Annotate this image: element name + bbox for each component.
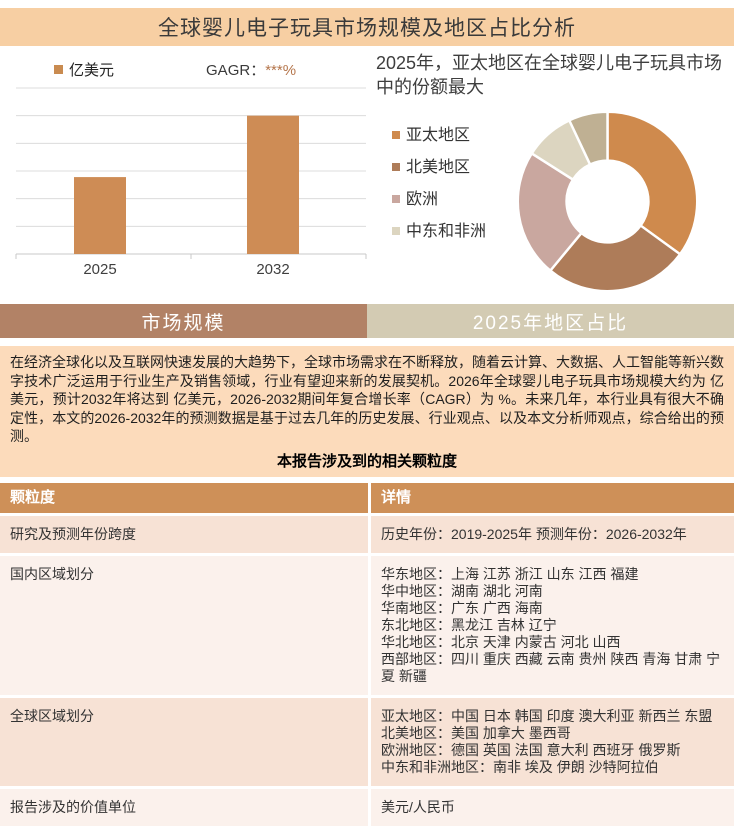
detail-line: 亚太地区：中国 日本 韩国 印度 澳大利亚 新西兰 东盟 — [381, 707, 713, 724]
bar-2025 — [74, 177, 126, 254]
legend-swatch-icon — [392, 194, 400, 203]
donut-legend-item: 北美地区 — [392, 158, 510, 177]
detail-line: 中东和非洲地区：南非 埃及 伊朗 沙特阿拉伯 — [381, 758, 659, 775]
detail-line: 西部地区：四川 重庆 西藏 云南 贵州 陕西 青海 甘肃 宁夏 新疆 — [381, 650, 721, 684]
donut-chart-title: 2025年，亚太地区在全球婴儿电子玩具市场中的份额最大 — [376, 53, 723, 97]
table-row-label: 研究及预测年份跨度 — [0, 515, 368, 553]
table-row-label: 报告涉及的价值单位 — [0, 788, 368, 826]
tab-market-size[interactable]: 市场规模 — [0, 304, 367, 338]
market-size-bar-chart-panel: 亿美元 GAGR：***% 2025 2032 — [0, 50, 372, 300]
donut-slice-亚太地区 — [606, 110, 699, 255]
section-tabs: 市场规模 2025年地区占比 — [0, 304, 734, 338]
donut-legend-label: 中东和非洲 — [406, 223, 487, 241]
donut-chart — [516, 110, 699, 292]
table-header-granularity: 颗粒度 — [0, 482, 368, 513]
donut-legend-item: 亚太地区 — [392, 126, 510, 145]
tab-region-share-2025[interactable]: 2025年地区占比 — [367, 304, 734, 338]
table-header-details: 详情 — [371, 482, 734, 513]
bar-chart: 2025 2032 — [15, 87, 367, 278]
bar-2032 — [247, 115, 299, 254]
detail-line: 华中地区：湖南 湖北 河南 — [381, 582, 543, 599]
donut-legend-item: 中东和非洲 — [392, 222, 510, 241]
donut-legend-label: 北美地区 — [406, 158, 471, 176]
legend-swatch-icon — [392, 162, 400, 171]
table-row-details: 美元/人民币 — [371, 788, 734, 826]
cagr-annotation: GAGR：***% — [206, 59, 296, 80]
table-row-details: 华东地区：上海 江苏 浙江 山东 江西 福建 华中地区：湖南 湖北 河南 华南地区：… — [371, 555, 734, 695]
legend-swatch-icon — [392, 227, 400, 236]
donut-legend-label: 亚太地区 — [406, 126, 471, 144]
table-row-label: 全球区域划分 — [0, 697, 368, 786]
legend-swatch-icon — [392, 130, 400, 139]
donut-slice-欧洲 — [516, 151, 583, 272]
detail-line: 东北地区：黑龙江 吉林 辽宁 — [381, 616, 557, 633]
cagr-masked-value: ***% — [265, 61, 297, 79]
x-tick-label: 2032 — [256, 261, 289, 278]
donut-slice-slice-4 — [568, 110, 609, 166]
summary-block: 在经济全球化以及互联网快速发展的大趋势下，全球市场需求在不断释放，随着云计算、大… — [0, 346, 734, 477]
summary-paragraph: 在经济全球化以及互联网快速发展的大趋势下，全球市场需求在不断释放，随着云计算、大… — [10, 354, 724, 444]
x-tick-label: 2025 — [83, 261, 116, 278]
granularity-table-heading: 本报告涉及到的相关颗粒度 — [276, 452, 457, 470]
detail-line: 欧洲地区：德国 英国 法国 意大利 西班牙 俄罗斯 — [381, 741, 681, 758]
detail-line: 华北地区：北京 天津 内蒙古 河北 山西 — [381, 633, 621, 650]
bar-chart-legend: 亿美元 GAGR：***% — [54, 56, 372, 82]
bar-legend-label: 亿美元 — [69, 61, 115, 79]
region-share-donut-panel: 2025年，亚太地区在全球婴儿电子玩具市场中的份额最大 亚太地区北美地区欧洲中东… — [372, 50, 734, 300]
granularity-table: 颗粒度 详情 研究及预测年份跨度 历史年份：2019-2025年 预测年份：202… — [0, 482, 734, 826]
charts-section: 亿美元 GAGR：***% 2025 2032 2025年，亚太地区在全球婴儿电子… — [0, 50, 734, 300]
donut-slice-北美地区 — [549, 223, 682, 292]
table-row-label: 国内区域划分 — [0, 555, 368, 695]
donut-legend: 亚太地区北美地区欧洲中东和非洲 — [392, 126, 510, 299]
detail-line: 华南地区：广东 广西 海南 — [381, 599, 543, 616]
donut-legend-label: 欧洲 — [406, 190, 439, 208]
legend-swatch-icon — [54, 64, 63, 74]
detail-line: 美元/人民币 — [381, 798, 455, 815]
donut-chart-row: 亚太地区北美地区欧洲中东和非洲 — [376, 104, 730, 299]
page-title: 全球婴儿电子玩具市场规模及地区占比分析 — [158, 17, 576, 40]
table-row-details: 历史年份：2019-2025年 预测年份：2026-2032年 — [371, 515, 734, 553]
cagr-label: GAGR： — [206, 61, 266, 79]
detail-line: 历史年份：2019-2025年 预测年份：2026-2032年 — [381, 525, 687, 542]
report-title-bar: 全球婴儿电子玩具市场规模及地区占比分析 — [0, 8, 734, 46]
detail-line: 北美地区：美国 加拿大 墨西哥 — [381, 724, 571, 741]
donut-legend-item: 欧洲 — [392, 190, 510, 209]
detail-line: 华东地区：上海 江苏 浙江 山东 江西 福建 — [381, 565, 639, 582]
table-row-details: 亚太地区：中国 日本 韩国 印度 澳大利亚 新西兰 东盟 北美地区：美国 加拿大 … — [371, 697, 734, 786]
